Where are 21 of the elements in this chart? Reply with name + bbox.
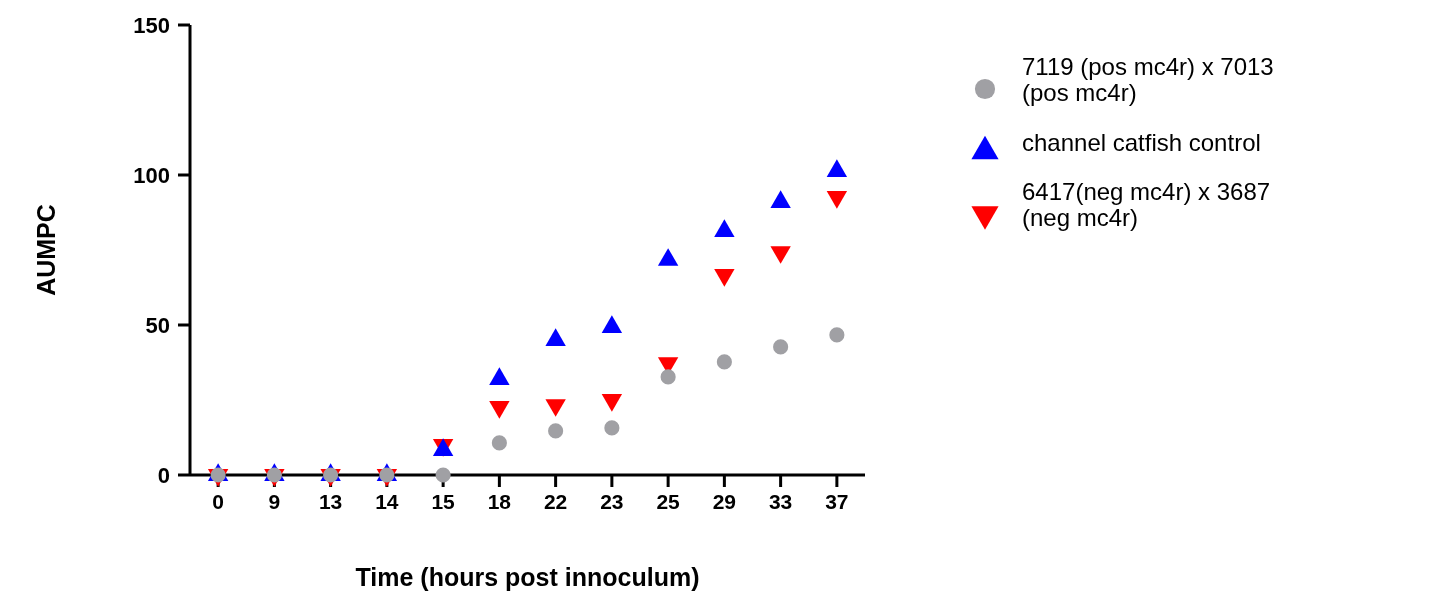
x-tick-label: 37	[825, 490, 849, 513]
legend-label: 7119 (pos mc4r) x 7013 (pos mc4r)	[1022, 53, 1274, 107]
x-tick-label: 33	[768, 490, 793, 513]
x-tick-label: 15	[431, 490, 456, 513]
x-tick-label: 13	[318, 490, 343, 513]
x-tick-label: 18	[487, 490, 512, 513]
x-tick-label: 23	[600, 490, 624, 513]
x-tick-label: 0	[212, 490, 224, 513]
x-axis-title: Time (hours post innoculum)	[355, 563, 700, 591]
x-tick-label: 29	[712, 490, 737, 513]
y-axis-title: AUMPC	[32, 204, 60, 296]
legend-label: channel catfish control	[1022, 129, 1261, 156]
y-tick-label: 50	[145, 312, 170, 338]
x-tick-label: 25	[656, 490, 681, 513]
x-tick-label: 9	[268, 490, 281, 513]
x-tick-label: 14	[375, 490, 399, 513]
y-tick-label: 100	[133, 162, 170, 188]
y-tick-label: 150	[133, 12, 170, 38]
y-tick-label: 0	[157, 462, 170, 488]
x-tick-label: 22	[543, 490, 568, 513]
legend-label: 6417(neg mc4r) x 3687 (neg mc4r)	[1022, 178, 1271, 232]
